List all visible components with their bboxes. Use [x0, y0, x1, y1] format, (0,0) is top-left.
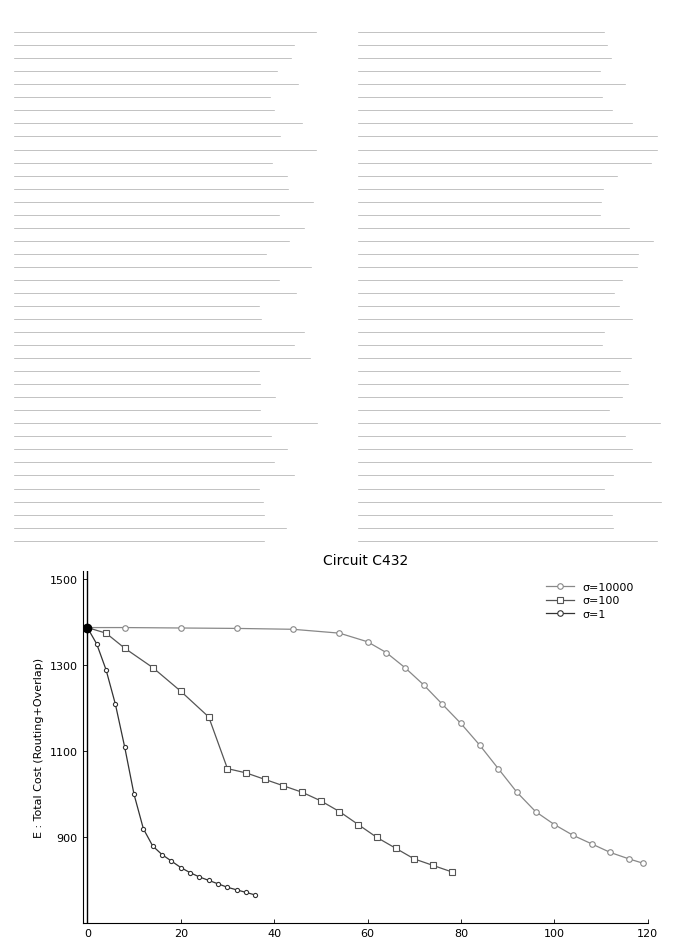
Title: Circuit C432: Circuit C432 — [322, 553, 408, 567]
Y-axis label: E : Total Cost (Routing+Overlap): E : Total Cost (Routing+Overlap) — [34, 657, 44, 838]
Legend: σ=10000, σ=100, σ=1: σ=10000, σ=100, σ=1 — [544, 581, 637, 622]
